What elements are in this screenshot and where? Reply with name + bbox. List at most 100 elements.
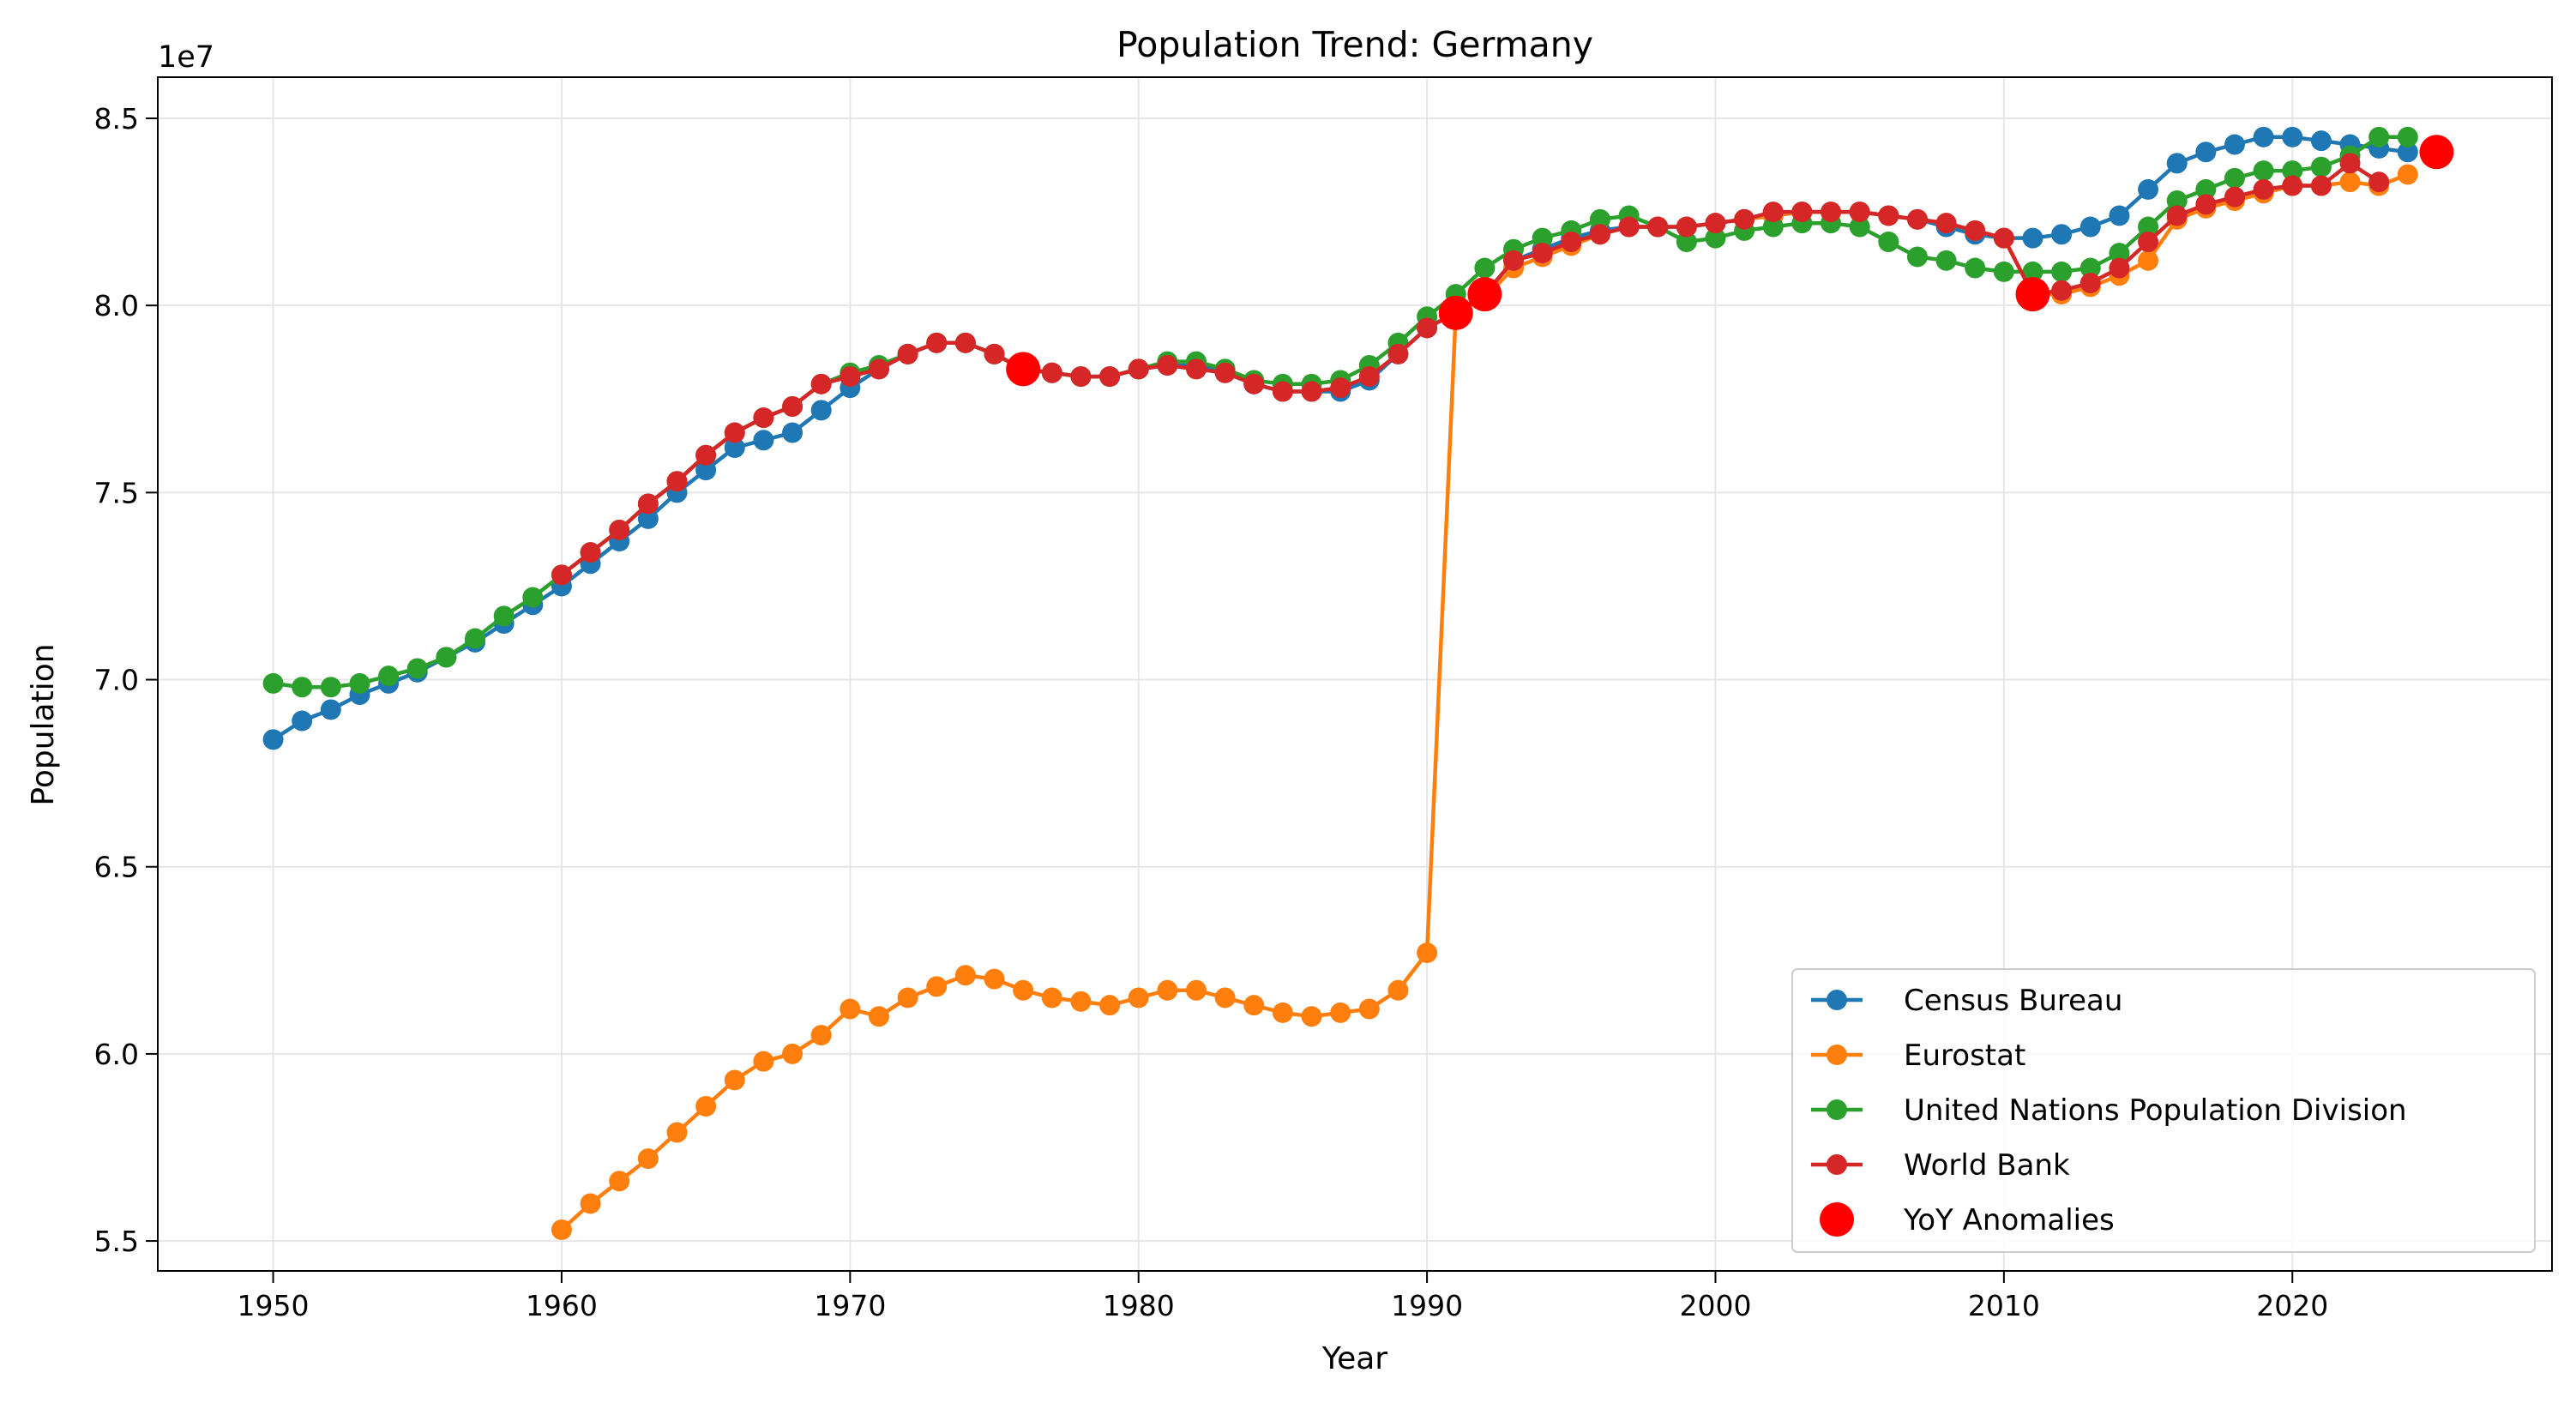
- legend-entry: Census Bureau: [1811, 984, 2122, 1018]
- data-point: [1993, 261, 2014, 282]
- data-point: [2282, 175, 2303, 196]
- data-point: [2282, 160, 2303, 182]
- data-point: [1618, 216, 1640, 238]
- data-point: [1589, 224, 1610, 245]
- legend-entry: Eurostat: [1811, 1039, 2025, 1073]
- legend-label: Census Bureau: [1904, 984, 2122, 1018]
- data-point: [2282, 126, 2303, 148]
- data-point: [2022, 227, 2043, 249]
- x-axis-label: Year: [1321, 1341, 1387, 1376]
- data-point: [1647, 216, 1669, 238]
- data-point: [1935, 250, 1957, 271]
- data-point: [1503, 250, 1525, 271]
- legend-label: World Bank: [1904, 1148, 2070, 1183]
- data-point: [724, 1069, 745, 1091]
- data-point: [1821, 202, 1842, 223]
- data-point: [1417, 317, 1438, 339]
- data-point: [782, 422, 803, 443]
- legend-swatch-marker: [1827, 990, 1847, 1010]
- series-world-bank: [551, 153, 2390, 586]
- data-point: [1387, 343, 1409, 364]
- data-point: [2022, 261, 2043, 282]
- data-point: [378, 665, 400, 687]
- data-point: [2310, 130, 2332, 152]
- data-point: [2079, 273, 2101, 293]
- data-point: [1676, 232, 1697, 252]
- data-point: [2138, 232, 2159, 252]
- data-point: [637, 493, 659, 515]
- y-tick-label: 6.5: [94, 851, 139, 884]
- data-point: [1358, 366, 1380, 388]
- data-point: [2310, 156, 2332, 178]
- data-point: [2339, 153, 2361, 174]
- y-tick-label: 5.5: [94, 1225, 139, 1258]
- data-point: [897, 343, 918, 364]
- data-point: [954, 332, 976, 353]
- data-point: [609, 520, 630, 540]
- data-point: [1272, 381, 1293, 402]
- data-point: [2253, 178, 2274, 200]
- data-point: [1041, 987, 1062, 1009]
- data-point: [753, 407, 774, 429]
- y-tick-label: 8.0: [94, 289, 139, 322]
- legend: Census Bureau Eurostat United Nations Popu…: [1791, 968, 2536, 1253]
- y-tick-label: 6.0: [94, 1038, 139, 1071]
- data-point: [580, 1193, 601, 1214]
- data-point: [1906, 246, 1928, 268]
- data-point: [753, 430, 774, 451]
- data-point: [1301, 1006, 1322, 1027]
- data-point: [1330, 377, 1351, 399]
- data-point: [926, 332, 948, 353]
- data-point: [2079, 216, 2101, 238]
- data-point: [695, 460, 717, 481]
- data-point: [2166, 153, 2188, 174]
- series-line: [560, 161, 2380, 577]
- x-tick-label: 1970: [814, 1289, 886, 1322]
- data-point: [522, 587, 544, 608]
- data-point: [1849, 216, 1870, 238]
- anomaly-point: [2419, 135, 2454, 170]
- data-point: [1705, 213, 1726, 234]
- data-point: [1128, 358, 1149, 380]
- data-point: [1474, 257, 1496, 279]
- data-point: [1849, 202, 1870, 223]
- anomaly-point: [1006, 352, 1041, 387]
- data-point: [2253, 160, 2274, 182]
- legend-label: YoY Anomalies: [1903, 1203, 2115, 1237]
- data-point: [637, 1148, 659, 1170]
- data-point: [897, 987, 918, 1009]
- data-point: [810, 400, 832, 421]
- data-point: [2138, 250, 2159, 271]
- data-point: [695, 1096, 717, 1117]
- x-tick-label: 1980: [1103, 1289, 1175, 1322]
- data-point: [465, 628, 486, 649]
- anomaly-point: [2015, 277, 2050, 312]
- data-point: [1762, 216, 1784, 238]
- axis-ticks: 1950 1960 1970 1980 1990 2000 2010 2020 5.5 6.0 6.…: [94, 102, 2329, 1322]
- data-point: [782, 1043, 803, 1064]
- data-point: [1791, 202, 1813, 223]
- data-point: [2051, 261, 2073, 282]
- data-point: [954, 965, 976, 986]
- data-point: [1214, 362, 1236, 383]
- data-point: [609, 1171, 630, 1192]
- data-point: [1965, 220, 1986, 241]
- data-point: [840, 998, 861, 1020]
- data-point: [320, 677, 341, 698]
- x-tick-label: 2020: [2256, 1289, 2328, 1322]
- data-point: [551, 564, 572, 586]
- data-point: [1128, 987, 1149, 1009]
- data-point: [2079, 257, 2101, 279]
- data-point: [1417, 942, 1438, 964]
- data-point: [2166, 190, 2188, 211]
- data-point: [2397, 126, 2418, 148]
- data-point: [320, 699, 341, 720]
- data-point: [2051, 280, 2073, 301]
- y-tick-label: 7.0: [94, 664, 139, 697]
- data-point: [2368, 172, 2390, 193]
- data-point: [1676, 216, 1697, 238]
- data-point: [1243, 995, 1265, 1016]
- data-point: [1387, 979, 1409, 1001]
- data-point: [1734, 208, 1755, 230]
- data-point: [1157, 355, 1178, 376]
